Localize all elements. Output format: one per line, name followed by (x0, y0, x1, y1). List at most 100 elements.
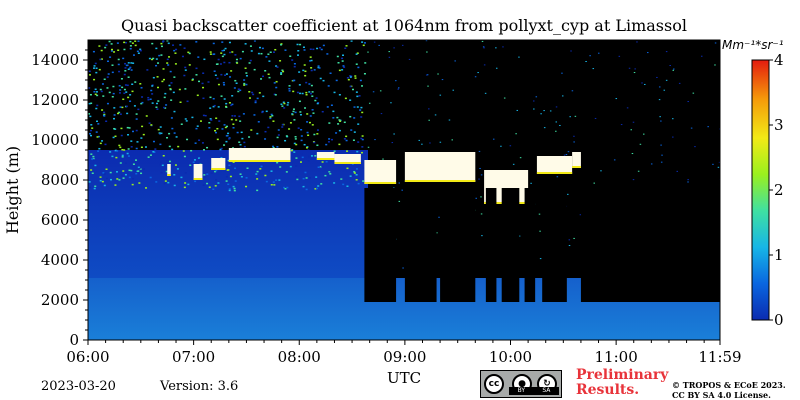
noise-dot (302, 185, 305, 188)
noise-dot (636, 41, 638, 43)
noise-dot (308, 83, 311, 85)
noise-dot (129, 45, 132, 47)
noise-dot (115, 149, 118, 152)
noise-dot (145, 187, 148, 189)
noise-dot (144, 146, 147, 148)
noise-dot (194, 180, 197, 183)
noise-dot (152, 76, 155, 79)
noise-dot (203, 174, 206, 176)
noise-dot (173, 174, 176, 176)
noise-dot (126, 64, 129, 67)
noise-dot (212, 105, 215, 108)
noise-dot (129, 40, 132, 43)
colorbar-tick-label: 3 (774, 116, 784, 134)
noise-dot (166, 62, 169, 64)
noise-dot (118, 85, 121, 87)
noise-dot (103, 184, 106, 187)
noise-dot (133, 105, 136, 107)
noise-dot (283, 102, 286, 105)
blocked-column (524, 188, 536, 302)
noise-dot (306, 121, 309, 123)
noise-dot (218, 120, 221, 122)
noise-dot (500, 145, 502, 147)
noise-dot (171, 148, 174, 151)
noise-dot (329, 72, 332, 75)
noise-dot (284, 139, 287, 142)
x-tick-label: 11:00 (595, 348, 638, 366)
noise-dot (338, 129, 341, 132)
noise-dot (238, 115, 241, 118)
noise-dot (94, 185, 97, 188)
noise-dot (303, 143, 306, 146)
noise-dot (140, 102, 143, 105)
noise-dot (191, 116, 194, 119)
noise-dot (237, 88, 240, 90)
noise-dot (231, 103, 234, 106)
noise-dot (337, 123, 340, 125)
noise-dot (109, 56, 112, 58)
noise-dot (297, 127, 300, 129)
noise-dot (428, 119, 430, 121)
noise-dot (228, 137, 231, 139)
noise-dot (91, 127, 94, 129)
noise-dot (106, 76, 109, 78)
copyright-line-2: CC BY SA 4.0 License. (672, 390, 771, 400)
noise-dot (346, 77, 349, 79)
noise-dot (353, 106, 356, 108)
noise-dot (99, 58, 102, 61)
noise-dot (156, 108, 159, 110)
cloud-edge (228, 160, 291, 162)
noise-dot (167, 42, 170, 45)
noise-dot (439, 141, 442, 143)
noise-dot (336, 55, 339, 58)
noise-dot (310, 69, 313, 72)
noise-dot (259, 46, 262, 49)
noise-dot (158, 54, 161, 57)
colorbar-gradient (751, 59, 770, 321)
noise-dot (224, 126, 227, 129)
noise-dot (305, 81, 308, 84)
noise-dot (361, 85, 364, 87)
noise-dot (264, 70, 267, 72)
noise-dot (344, 47, 347, 50)
noise-dot (124, 41, 127, 44)
noise-dot (168, 145, 171, 148)
noise-dot (367, 146, 370, 148)
noise-dot (307, 149, 310, 152)
noise-dot (401, 189, 403, 191)
noise-dot (221, 41, 224, 43)
noise-dot (174, 63, 177, 65)
noise-dot (92, 155, 95, 158)
noise-dot (321, 110, 324, 113)
noise-dot (106, 177, 109, 180)
noise-dot (349, 99, 352, 101)
noise-dot (260, 52, 263, 55)
noise-dot (437, 73, 439, 75)
cloud-edge (334, 162, 361, 164)
cc-license-badge[interactable]: cc ● ↻ BY SA (480, 370, 562, 398)
noise-dot (314, 99, 317, 102)
noise-dot (94, 93, 97, 96)
noise-dot (299, 113, 302, 116)
noise-dot (288, 128, 291, 130)
noise-dot (192, 161, 195, 164)
noise-dot (168, 160, 171, 163)
noise-dot (132, 62, 135, 64)
noise-dot (299, 92, 302, 95)
noise-dot (355, 63, 358, 65)
noise-dot (213, 53, 216, 55)
noise-dot (166, 136, 169, 139)
noise-dot (229, 51, 232, 54)
noise-dot (452, 89, 455, 91)
noise-dot (687, 179, 689, 181)
noise-dot (115, 171, 118, 173)
noise-dot (297, 50, 300, 52)
noise-dot (426, 51, 428, 53)
noise-dot (632, 179, 635, 181)
noise-dot (317, 66, 320, 69)
noise-dot (561, 72, 563, 74)
noise-dot (294, 136, 297, 138)
blocked-column (542, 188, 567, 302)
noise-dot (315, 97, 318, 99)
noise-dot (374, 139, 376, 141)
